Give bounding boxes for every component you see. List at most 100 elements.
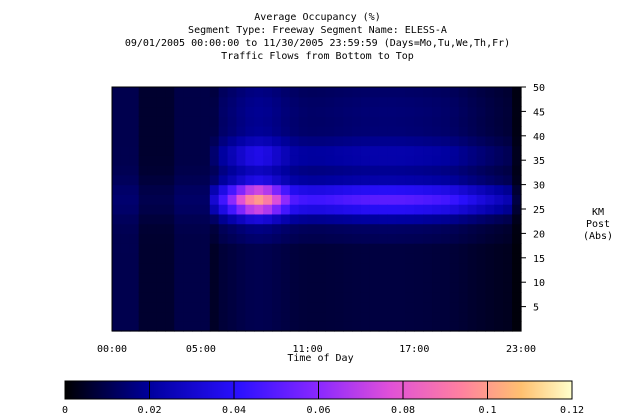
heatmap-cell <box>263 252 273 264</box>
heatmap-cell <box>120 321 131 332</box>
heatmap-cell <box>227 155 238 166</box>
heatmap-cell <box>432 194 442 205</box>
heatmap-cell <box>334 184 344 195</box>
heatmap-cell <box>440 311 451 322</box>
heatmap-cell <box>476 174 487 186</box>
heatmap-cell <box>423 321 433 332</box>
heatmap-cell <box>325 233 335 244</box>
heatmap-cell <box>138 126 149 137</box>
heatmap-cell <box>254 155 264 166</box>
heatmap-cell <box>218 282 229 293</box>
heatmap-cell <box>138 116 149 127</box>
heatmap-cell <box>378 243 389 254</box>
heatmap-cell <box>369 106 380 117</box>
heatmap-cell <box>227 194 238 205</box>
heatmap-cell <box>467 233 478 244</box>
heatmap-cell <box>254 311 264 322</box>
heatmap-cell <box>280 291 291 303</box>
heatmap-cell <box>254 135 264 147</box>
heatmap-cell <box>494 282 504 293</box>
heatmap-cell <box>192 96 202 108</box>
heatmap-cell <box>280 311 291 322</box>
heatmap-cell <box>467 87 478 98</box>
heatmap-cell <box>432 213 442 225</box>
heatmap-cell <box>227 116 238 127</box>
y-axis-label-line-2: Post <box>586 219 610 230</box>
heatmap-cell <box>423 184 433 195</box>
heatmap-cell <box>289 243 300 254</box>
heatmap-cell <box>272 233 282 244</box>
heatmap-cell <box>316 165 326 176</box>
heatmap-cell <box>503 184 513 195</box>
heatmap-cell <box>307 262 318 274</box>
heatmap-cell <box>209 155 220 166</box>
heatmap-cell <box>227 291 238 303</box>
heatmap-cell <box>120 126 131 137</box>
heatmap-cell <box>343 116 353 127</box>
heatmap-cell <box>387 126 398 137</box>
heatmap-cell <box>254 233 264 244</box>
heatmap-cell <box>192 252 202 264</box>
heatmap-cell <box>120 155 131 166</box>
heatmap-cell <box>458 194 469 205</box>
heatmap-cell <box>112 174 122 186</box>
heatmap-cell <box>512 223 522 234</box>
heatmap-cell <box>209 174 220 186</box>
heatmap-cell <box>263 116 273 127</box>
heatmap-cell <box>458 204 469 215</box>
heatmap-cell <box>147 174 158 186</box>
heatmap-cell <box>360 87 371 98</box>
heatmap-cell <box>432 321 442 332</box>
heatmap-cell <box>467 184 478 195</box>
heatmap-cell <box>378 174 389 186</box>
heatmap-cell <box>112 184 122 195</box>
heatmap-cell <box>298 126 309 137</box>
heatmap-cell <box>129 155 140 166</box>
heatmap-cell <box>183 116 193 127</box>
heatmap-cell <box>405 291 415 303</box>
heatmap-cell <box>200 194 211 205</box>
heatmap-cell <box>174 272 184 283</box>
heatmap-cell <box>165 145 175 156</box>
heatmap-cell <box>414 321 424 332</box>
heatmap-cell <box>156 126 166 137</box>
heatmap-cell <box>165 243 175 254</box>
heatmap-cell <box>298 311 309 322</box>
heatmap-cell <box>227 233 238 244</box>
heatmap-cell <box>272 184 282 195</box>
heatmap-cell <box>405 126 415 137</box>
heatmap-cell <box>307 106 318 117</box>
heatmap-cell <box>343 155 353 166</box>
heatmap-cell <box>245 291 255 303</box>
heatmap-cell <box>432 106 442 117</box>
heatmap-cell <box>369 194 380 205</box>
heatmap-cell <box>494 252 504 264</box>
heatmap-cell <box>316 233 326 244</box>
heatmap-cell <box>236 243 246 254</box>
heatmap-cell <box>280 223 291 234</box>
heatmap-cell <box>192 311 202 322</box>
heatmap-cell <box>280 194 291 205</box>
heatmap-cell <box>165 126 175 137</box>
heatmap-cell <box>512 145 522 156</box>
heatmap-cell <box>218 311 229 322</box>
heatmap-cell <box>334 243 344 254</box>
heatmap-cell <box>120 194 131 205</box>
heatmap-cell <box>316 272 326 283</box>
heatmap-cell <box>147 272 158 283</box>
heatmap-cell <box>280 243 291 254</box>
heatmap-cell <box>352 321 362 332</box>
heatmap-cell <box>147 262 158 274</box>
heatmap-cell <box>387 165 398 176</box>
heatmap-cell <box>138 321 149 332</box>
heatmap-cell <box>245 321 255 332</box>
heatmap-cell <box>298 204 309 215</box>
heatmap-cell <box>449 106 460 117</box>
heatmap-cell <box>120 87 131 98</box>
heatmap-cell <box>405 184 415 195</box>
heatmap-cell <box>360 106 371 117</box>
heatmap-cell <box>343 272 353 283</box>
heatmap-cell <box>423 311 433 322</box>
heatmap-cell <box>352 116 362 127</box>
heatmap-cell <box>192 272 202 283</box>
